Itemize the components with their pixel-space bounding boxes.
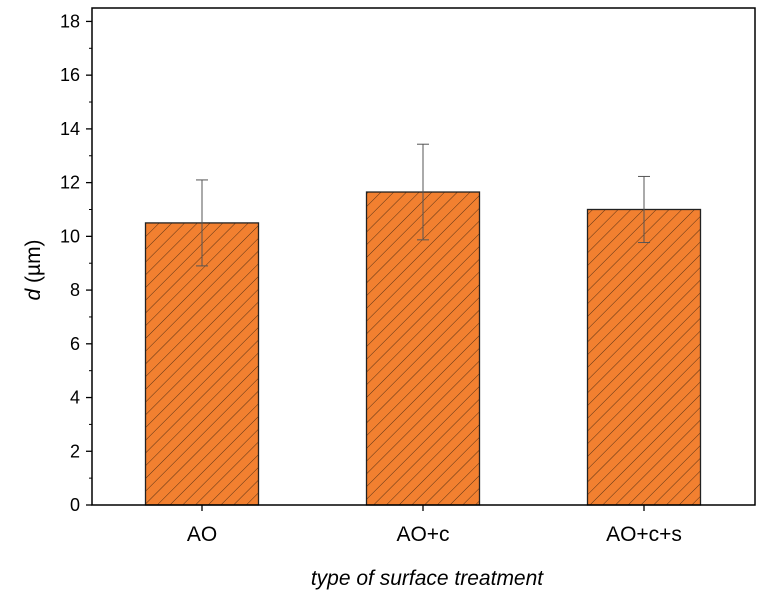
y-tick-label: 2 bbox=[70, 441, 80, 461]
y-axis-title: d (µm) bbox=[22, 239, 45, 300]
x-tick-label: AO+c+s bbox=[606, 523, 682, 546]
y-axis-title-variable: d bbox=[22, 288, 45, 301]
y-tick-label: 8 bbox=[70, 280, 80, 300]
y-tick-label: 12 bbox=[60, 173, 80, 193]
bar-ao-plus-c-plus-s bbox=[586, 208, 702, 506]
y-tick-label: 4 bbox=[70, 388, 80, 408]
x-tick-label: AO+c bbox=[396, 523, 449, 546]
error-bars-group bbox=[196, 143, 650, 267]
y-axis-title-unit: (µm) bbox=[22, 239, 45, 288]
y-tick-label: 16 bbox=[60, 65, 80, 85]
error-bar bbox=[417, 143, 429, 241]
y-tick-label: 6 bbox=[70, 334, 80, 354]
error-bar bbox=[196, 179, 208, 267]
y-tick-label: 0 bbox=[70, 495, 80, 515]
y-axis: 0 2 4 6 8 10 12 14 16 18 bbox=[60, 11, 92, 515]
bar-ao bbox=[144, 222, 260, 506]
x-axis: AO AO+c AO+c+s bbox=[187, 505, 682, 546]
error-bar bbox=[638, 175, 650, 244]
y-tick-label: 18 bbox=[60, 11, 80, 31]
y-tick-label: 14 bbox=[60, 119, 80, 139]
plot-area: 0 2 4 6 8 10 12 14 16 18 AO AO+c AO+c+s bbox=[60, 7, 756, 546]
y-tick-label: 10 bbox=[60, 226, 80, 246]
bar-ao-plus-c bbox=[365, 191, 481, 506]
x-tick-label: AO bbox=[187, 523, 217, 546]
x-axis-title: type of surface treatment bbox=[311, 567, 544, 590]
